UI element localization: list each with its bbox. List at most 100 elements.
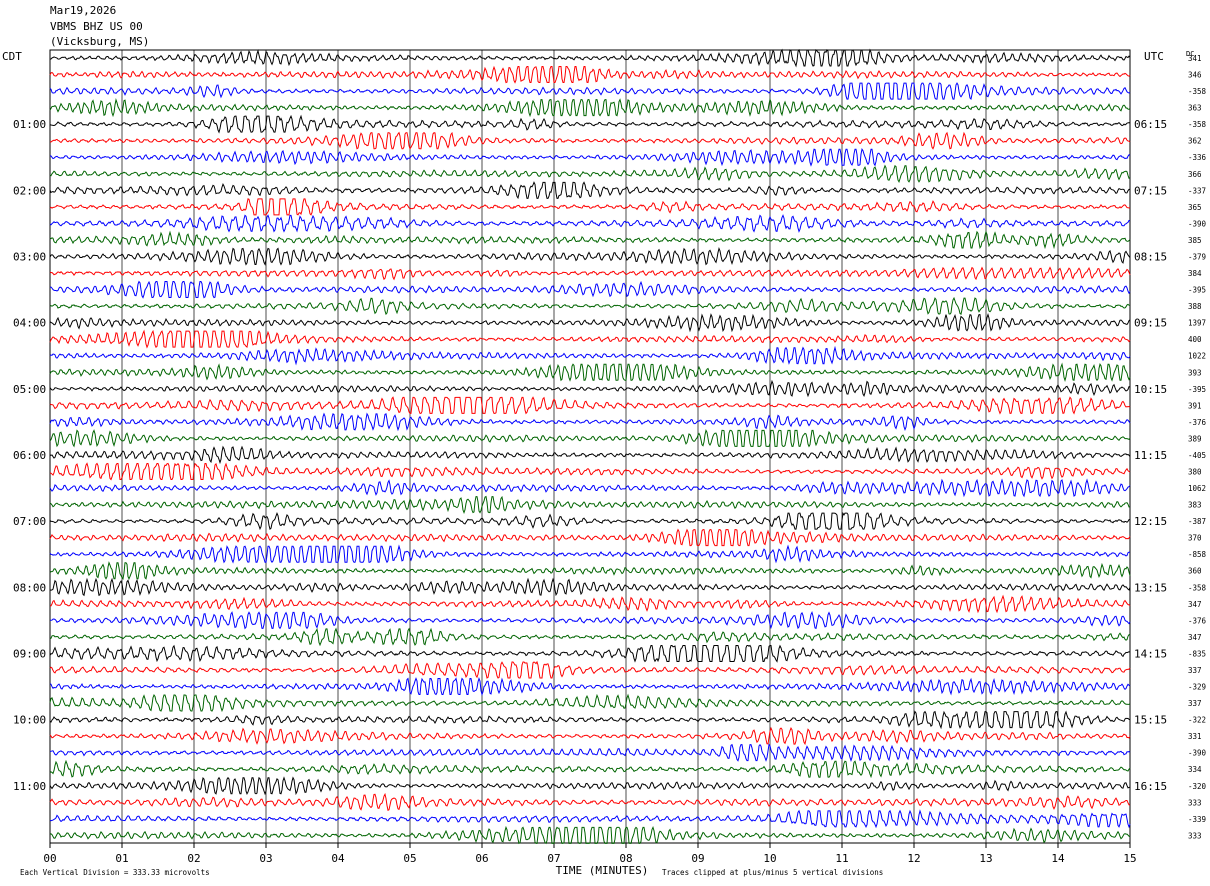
trace-line	[49, 131, 1131, 150]
dc-offset-label: -376	[1188, 418, 1207, 427]
trace-line	[49, 396, 1131, 415]
dc-offset-label: 388	[1188, 302, 1202, 311]
dc-offset-label: 380	[1188, 468, 1202, 477]
trace-line	[49, 296, 1131, 316]
dc-offset-label: -390	[1188, 749, 1207, 758]
left-hour-label: 04:00	[13, 317, 46, 330]
dc-offset-label: -405	[1188, 451, 1206, 460]
dc-offset-label: 362	[1188, 137, 1202, 146]
dc-offset-label: 370	[1188, 534, 1202, 543]
x-tick-label: 08	[619, 852, 632, 865]
trace-line	[49, 65, 1131, 84]
trace-line	[49, 82, 1131, 101]
dc-offset-label: 333	[1188, 798, 1202, 807]
x-tick-label: 01	[115, 852, 128, 865]
trace-line	[49, 743, 1131, 763]
station-label: VBMS BHZ US 00	[50, 20, 143, 33]
dc-offset-label: 346	[1188, 71, 1202, 80]
x-tick-label: 11	[835, 852, 848, 865]
left-timezone-label: CDT	[2, 50, 22, 63]
trace-line	[49, 98, 1131, 118]
dc-offset-label: 341	[1188, 54, 1202, 63]
trace-line	[49, 710, 1131, 730]
x-tick-label: 02	[187, 852, 200, 865]
trace-line	[49, 759, 1131, 779]
trace-line	[49, 627, 1131, 647]
trace-line	[49, 181, 1131, 200]
dc-offset-label: 389	[1188, 434, 1202, 443]
x-tick-label: 09	[691, 852, 704, 865]
trace-line	[49, 48, 1131, 68]
dc-offset-label: 1397	[1188, 319, 1206, 328]
clipping-note: Traces clipped at plus/minus 5 vertical …	[662, 868, 883, 877]
left-hour-label: 05:00	[13, 383, 46, 396]
right-hour-label: 08:15	[1134, 250, 1167, 263]
axis-labels: 341 346 -358 363 -358 362 -336 366 -337 365 -390 38…	[2, 50, 1207, 877]
left-hour-label: 06:00	[13, 449, 46, 462]
trace-line	[49, 313, 1131, 333]
vertical-division-note: Each Vertical Division = 333.33 microvol…	[20, 868, 210, 877]
x-tick-label: 04	[331, 852, 345, 865]
trace-line	[49, 445, 1131, 465]
dc-offset-label: 347	[1188, 633, 1202, 642]
date-label: Mar19,2026	[50, 4, 117, 17]
dc-offset-label: 1022	[1188, 352, 1206, 361]
trace-line	[49, 412, 1131, 432]
dc-offset-label: 366	[1188, 170, 1202, 179]
dc-offset-label: 331	[1188, 732, 1202, 741]
dc-offset-label: 337	[1188, 666, 1202, 675]
dc-offset-label: 393	[1188, 368, 1202, 377]
x-tick-label: 14	[1051, 852, 1065, 865]
right-hour-label: 09:15	[1134, 317, 1167, 330]
trace-line	[49, 644, 1131, 663]
trace-line	[49, 660, 1131, 679]
dc-offset-label: 365	[1188, 203, 1202, 212]
dc-offset-label: -376	[1188, 616, 1207, 625]
trace-line	[49, 511, 1131, 531]
x-tick-label: 06	[475, 852, 488, 865]
dc-offset-label: 400	[1188, 335, 1202, 344]
dc-offset-label: -379	[1188, 252, 1206, 261]
dc-offset-label: -339	[1188, 815, 1206, 824]
dc-offset-label: -358	[1188, 120, 1207, 129]
dc-offset-label: -336	[1188, 153, 1207, 162]
trace-line	[49, 214, 1131, 233]
dc-offset-label: -395	[1188, 385, 1206, 394]
dc-offset-label: 383	[1188, 501, 1202, 510]
dc-offset-label: -358	[1188, 87, 1207, 96]
trace-line	[49, 495, 1131, 515]
right-timezone-label: UTC	[1144, 50, 1164, 63]
dc-offset-label: -387	[1188, 517, 1206, 526]
dc-offset-label: 385	[1188, 236, 1202, 245]
trace-line	[49, 594, 1131, 614]
x-tick-label: 13	[979, 852, 992, 865]
dc-header-label: DC	[1186, 50, 1194, 58]
right-hour-label: 14:15	[1134, 647, 1167, 660]
right-hour-label: 06:15	[1134, 118, 1167, 131]
left-hour-label: 08:00	[13, 581, 46, 594]
trace-line	[49, 362, 1131, 382]
left-hour-label: 09:00	[13, 647, 46, 660]
trace-line	[49, 561, 1131, 580]
trace-line	[49, 345, 1131, 366]
trace-line	[49, 462, 1131, 481]
dc-offset-label: -835	[1188, 649, 1206, 658]
x-tick-label: 03	[259, 852, 272, 865]
trace-line	[49, 164, 1131, 183]
dc-offset-label: -395	[1188, 286, 1206, 295]
left-hour-label: 03:00	[13, 250, 46, 263]
x-tick-label: 12	[907, 852, 920, 865]
trace-line	[49, 114, 1131, 134]
trace-line	[49, 693, 1131, 713]
x-tick-label: 15	[1123, 852, 1136, 865]
trace-line	[49, 478, 1131, 498]
trace-line	[49, 379, 1131, 398]
trace-line	[49, 246, 1131, 266]
plot-frame	[49, 49, 1131, 844]
dc-offset-label: 384	[1188, 269, 1202, 278]
trace-line	[49, 147, 1131, 167]
x-tick-label: 05	[403, 852, 416, 865]
dc-offset-label: 337	[1188, 699, 1202, 708]
dc-offset-label: 363	[1188, 104, 1202, 113]
